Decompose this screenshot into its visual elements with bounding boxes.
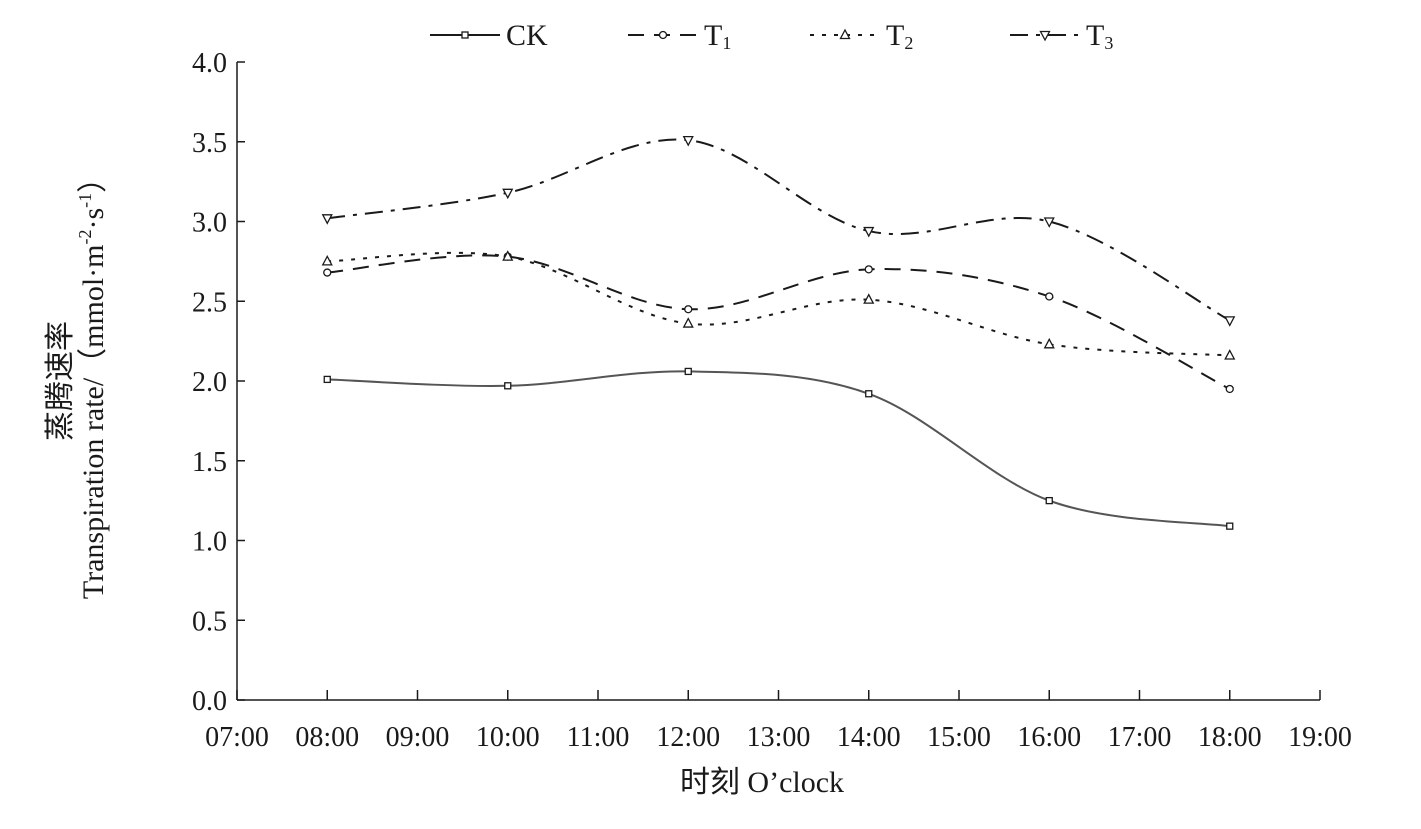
triangle-up-marker [1224,349,1236,360]
y-tick-label: 2.5 [192,287,227,318]
legend-item-ck: CK [430,19,548,52]
legend-item-t1: T1 [628,19,731,53]
y-tick-label: 0.5 [192,606,227,637]
triangle-down-marker [1043,217,1055,228]
x-tick-label: 09:00 [386,722,450,753]
triangle-up-marker [839,28,851,40]
circle-marker [684,305,693,314]
series-line [327,254,1231,390]
square-marker [504,382,512,390]
y-tick-label: 1.5 [192,447,227,478]
circle-marker [864,265,873,274]
x-tick-label: 16:00 [1017,722,1081,753]
series-line [327,251,1230,357]
square-marker [1226,522,1234,530]
triangle-up-marker [863,293,875,304]
y-axis-label-cn: 蒸腾速率 [44,321,77,441]
legend-label: T3 [1086,19,1113,53]
y-axis-label-en: Transpiration rate/（mmol·m-2·s-1） [75,163,110,599]
triangle-up-marker [682,317,694,328]
series-t2 [321,250,1236,360]
square-marker [323,375,331,384]
square-marker [684,367,692,376]
x-tick-label: 10:00 [476,722,540,753]
circle-marker [1045,292,1054,301]
x-tick-label: 18:00 [1198,722,1262,753]
triangle-up-marker [502,250,514,261]
x-tick-label: 14:00 [837,722,901,753]
legend-label: T1 [704,19,731,53]
x-tick-label: 19:00 [1288,722,1352,753]
square-marker [1045,496,1053,505]
y-tick-label: 1.0 [192,527,227,558]
x-tick-label: 07:00 [205,722,269,753]
legend-label: T2 [886,19,913,53]
triangle-down-marker [1224,316,1236,327]
triangle-down-marker [321,214,333,225]
circle-marker [1225,384,1234,394]
circle-marker [323,268,332,277]
square-marker [865,390,873,398]
axes: 0.0 0.5 1.0 1.5 2.0 2.5 3.0 3.5 4.0 07:00 08:00 09:… [192,48,1352,753]
legend-item-t2: T2 [810,19,913,53]
legend-item-t3: T3 [1010,19,1113,53]
legend-label: CK [506,19,548,52]
y-tick-label: 3.5 [192,128,227,159]
triangle-down-marker [682,136,694,147]
x-tick-label: 13:00 [747,722,811,753]
circle-marker [658,30,668,40]
triangle-up-marker [321,254,333,266]
y-tick-label: 4.0 [192,48,227,79]
series-group [321,136,1236,530]
square-marker [461,31,469,39]
triangle-up-marker [1043,337,1055,349]
series-ck [323,367,1234,530]
y-tick-label: 0.0 [192,686,227,717]
series-line [327,370,1230,528]
x-tick-label: 12:00 [656,722,720,753]
triangle-down-marker [1039,30,1051,42]
y-tick-label: 2.0 [192,367,227,398]
x-tick-label: 15:00 [927,722,991,753]
x-tick-label: 11:00 [567,722,630,753]
y-axis-label: 蒸腾速率 Transpiration rate/（mmol·m-2·s-1） [44,163,110,599]
series-line [327,138,1231,322]
series-t3 [321,136,1236,327]
triangle-down-marker [502,188,514,200]
series-t1 [323,252,1234,394]
x-tick-label: 08:00 [295,722,359,753]
x-axis-label: 时刻 O’clock [680,766,844,799]
legend: CK T1 T2 T3 [430,19,1113,53]
triangle-down-marker [863,226,875,238]
y-tick-label: 3.0 [192,208,227,239]
x-tick-label: 17:00 [1108,722,1172,753]
